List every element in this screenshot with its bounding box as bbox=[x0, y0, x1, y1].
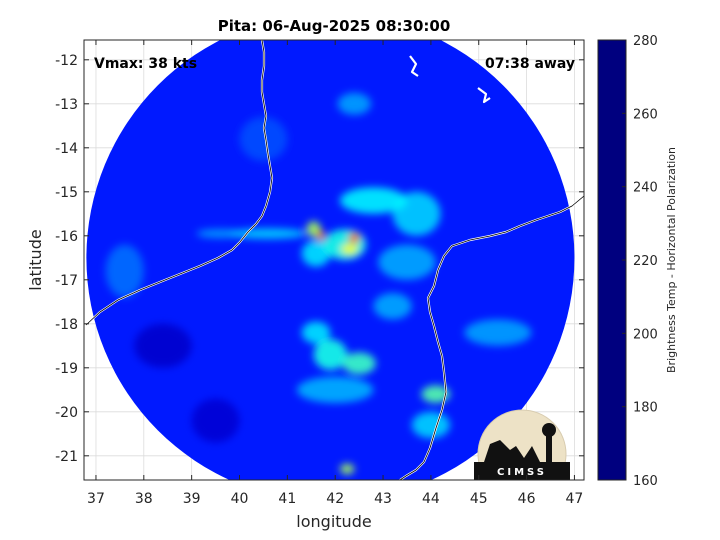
brightness-feature bbox=[301, 321, 331, 344]
distance-annotation: 07:38 away bbox=[485, 56, 575, 72]
vmax-annotation: Vmax: 38 kts bbox=[94, 56, 197, 72]
plot-area: CIMSS bbox=[84, 40, 584, 480]
x-tick-label: 42 bbox=[326, 491, 344, 507]
y-axis-ticks: -12 -13 -14 -15 -16 -17 -18 -19 -20 -21 bbox=[55, 53, 584, 465]
brightness-feature bbox=[411, 411, 451, 439]
y-tick-label: -14 bbox=[55, 141, 78, 157]
brightness-feature bbox=[134, 323, 192, 368]
brightness-feature bbox=[348, 232, 361, 244]
x-tick-label: 40 bbox=[231, 491, 249, 507]
brightness-feature bbox=[301, 240, 331, 267]
brightness-feature bbox=[337, 92, 372, 115]
y-tick-label: -19 bbox=[55, 361, 78, 377]
logo-text: CIMSS bbox=[497, 467, 547, 478]
y-tick-label: -16 bbox=[55, 229, 78, 245]
colorbar-tick-label: 200 bbox=[633, 327, 658, 342]
brightness-feature bbox=[340, 243, 359, 255]
y-tick-label: -20 bbox=[55, 405, 78, 421]
x-axis-label: longitude bbox=[296, 512, 371, 531]
x-tick-label: 38 bbox=[135, 491, 153, 507]
x-tick-label: 43 bbox=[374, 491, 392, 507]
brightness-feature bbox=[342, 352, 376, 375]
brightness-feature bbox=[296, 376, 374, 403]
y-tick-label: -15 bbox=[55, 185, 78, 201]
x-axis-ticks: 37 38 39 40 41 42 43 44 45 46 47 bbox=[87, 40, 583, 507]
brightness-feature bbox=[323, 229, 367, 260]
colorbar-label: Brightness Temp - Horizontal Polarizatio… bbox=[665, 147, 678, 373]
colorbar-tick-label: 180 bbox=[633, 401, 658, 416]
brightness-feature bbox=[196, 229, 245, 239]
y-axis-label: latitude bbox=[26, 229, 45, 290]
colorbar-tick-label: 240 bbox=[633, 181, 658, 196]
brightness-feature bbox=[317, 230, 325, 242]
brightness-feature bbox=[339, 463, 355, 475]
colorbar-tick-label: 220 bbox=[633, 254, 658, 269]
colorbar-tick-label: 260 bbox=[633, 107, 658, 122]
y-tick-label: -21 bbox=[55, 449, 78, 465]
x-tick-label: 44 bbox=[422, 491, 440, 507]
plot-frame bbox=[83, 39, 585, 481]
brightness-feature bbox=[313, 339, 348, 370]
brightness-feature bbox=[191, 398, 240, 443]
y-tick-label: -18 bbox=[55, 317, 78, 333]
colorbar bbox=[597, 39, 627, 481]
brightness-feature bbox=[373, 293, 412, 320]
brightness-feature bbox=[229, 228, 307, 239]
brightness-feature bbox=[306, 221, 321, 238]
brightness-feature bbox=[239, 117, 288, 161]
brightness-features bbox=[105, 92, 532, 475]
colorbar-tick-label: 280 bbox=[633, 34, 658, 49]
brightness-feature bbox=[421, 385, 451, 404]
colorbar-tick-label: 160 bbox=[633, 474, 658, 489]
brightness-feature bbox=[339, 187, 407, 214]
x-tick-label: 47 bbox=[566, 491, 584, 507]
x-tick-label: 39 bbox=[183, 491, 201, 507]
chart-title: Pita: 06-Aug-2025 08:30:00 bbox=[218, 17, 451, 35]
y-tick-label: -13 bbox=[55, 97, 78, 113]
y-tick-label: -17 bbox=[55, 273, 78, 289]
coastlines bbox=[85, 40, 584, 480]
swath-disc bbox=[86, 40, 575, 480]
brightness-feature bbox=[378, 244, 436, 280]
colorbar-ticks: 160 180 200 220 240 260 280 bbox=[622, 34, 658, 489]
x-tick-label: 46 bbox=[518, 491, 536, 507]
x-tick-label: 37 bbox=[87, 491, 105, 507]
y-tick-label: -12 bbox=[55, 53, 78, 69]
x-tick-label: 41 bbox=[278, 491, 296, 507]
x-tick-label: 45 bbox=[470, 491, 488, 507]
brightness-feature bbox=[105, 244, 144, 298]
brightness-feature bbox=[464, 319, 532, 346]
cimss-logo: CIMSS bbox=[474, 409, 570, 480]
